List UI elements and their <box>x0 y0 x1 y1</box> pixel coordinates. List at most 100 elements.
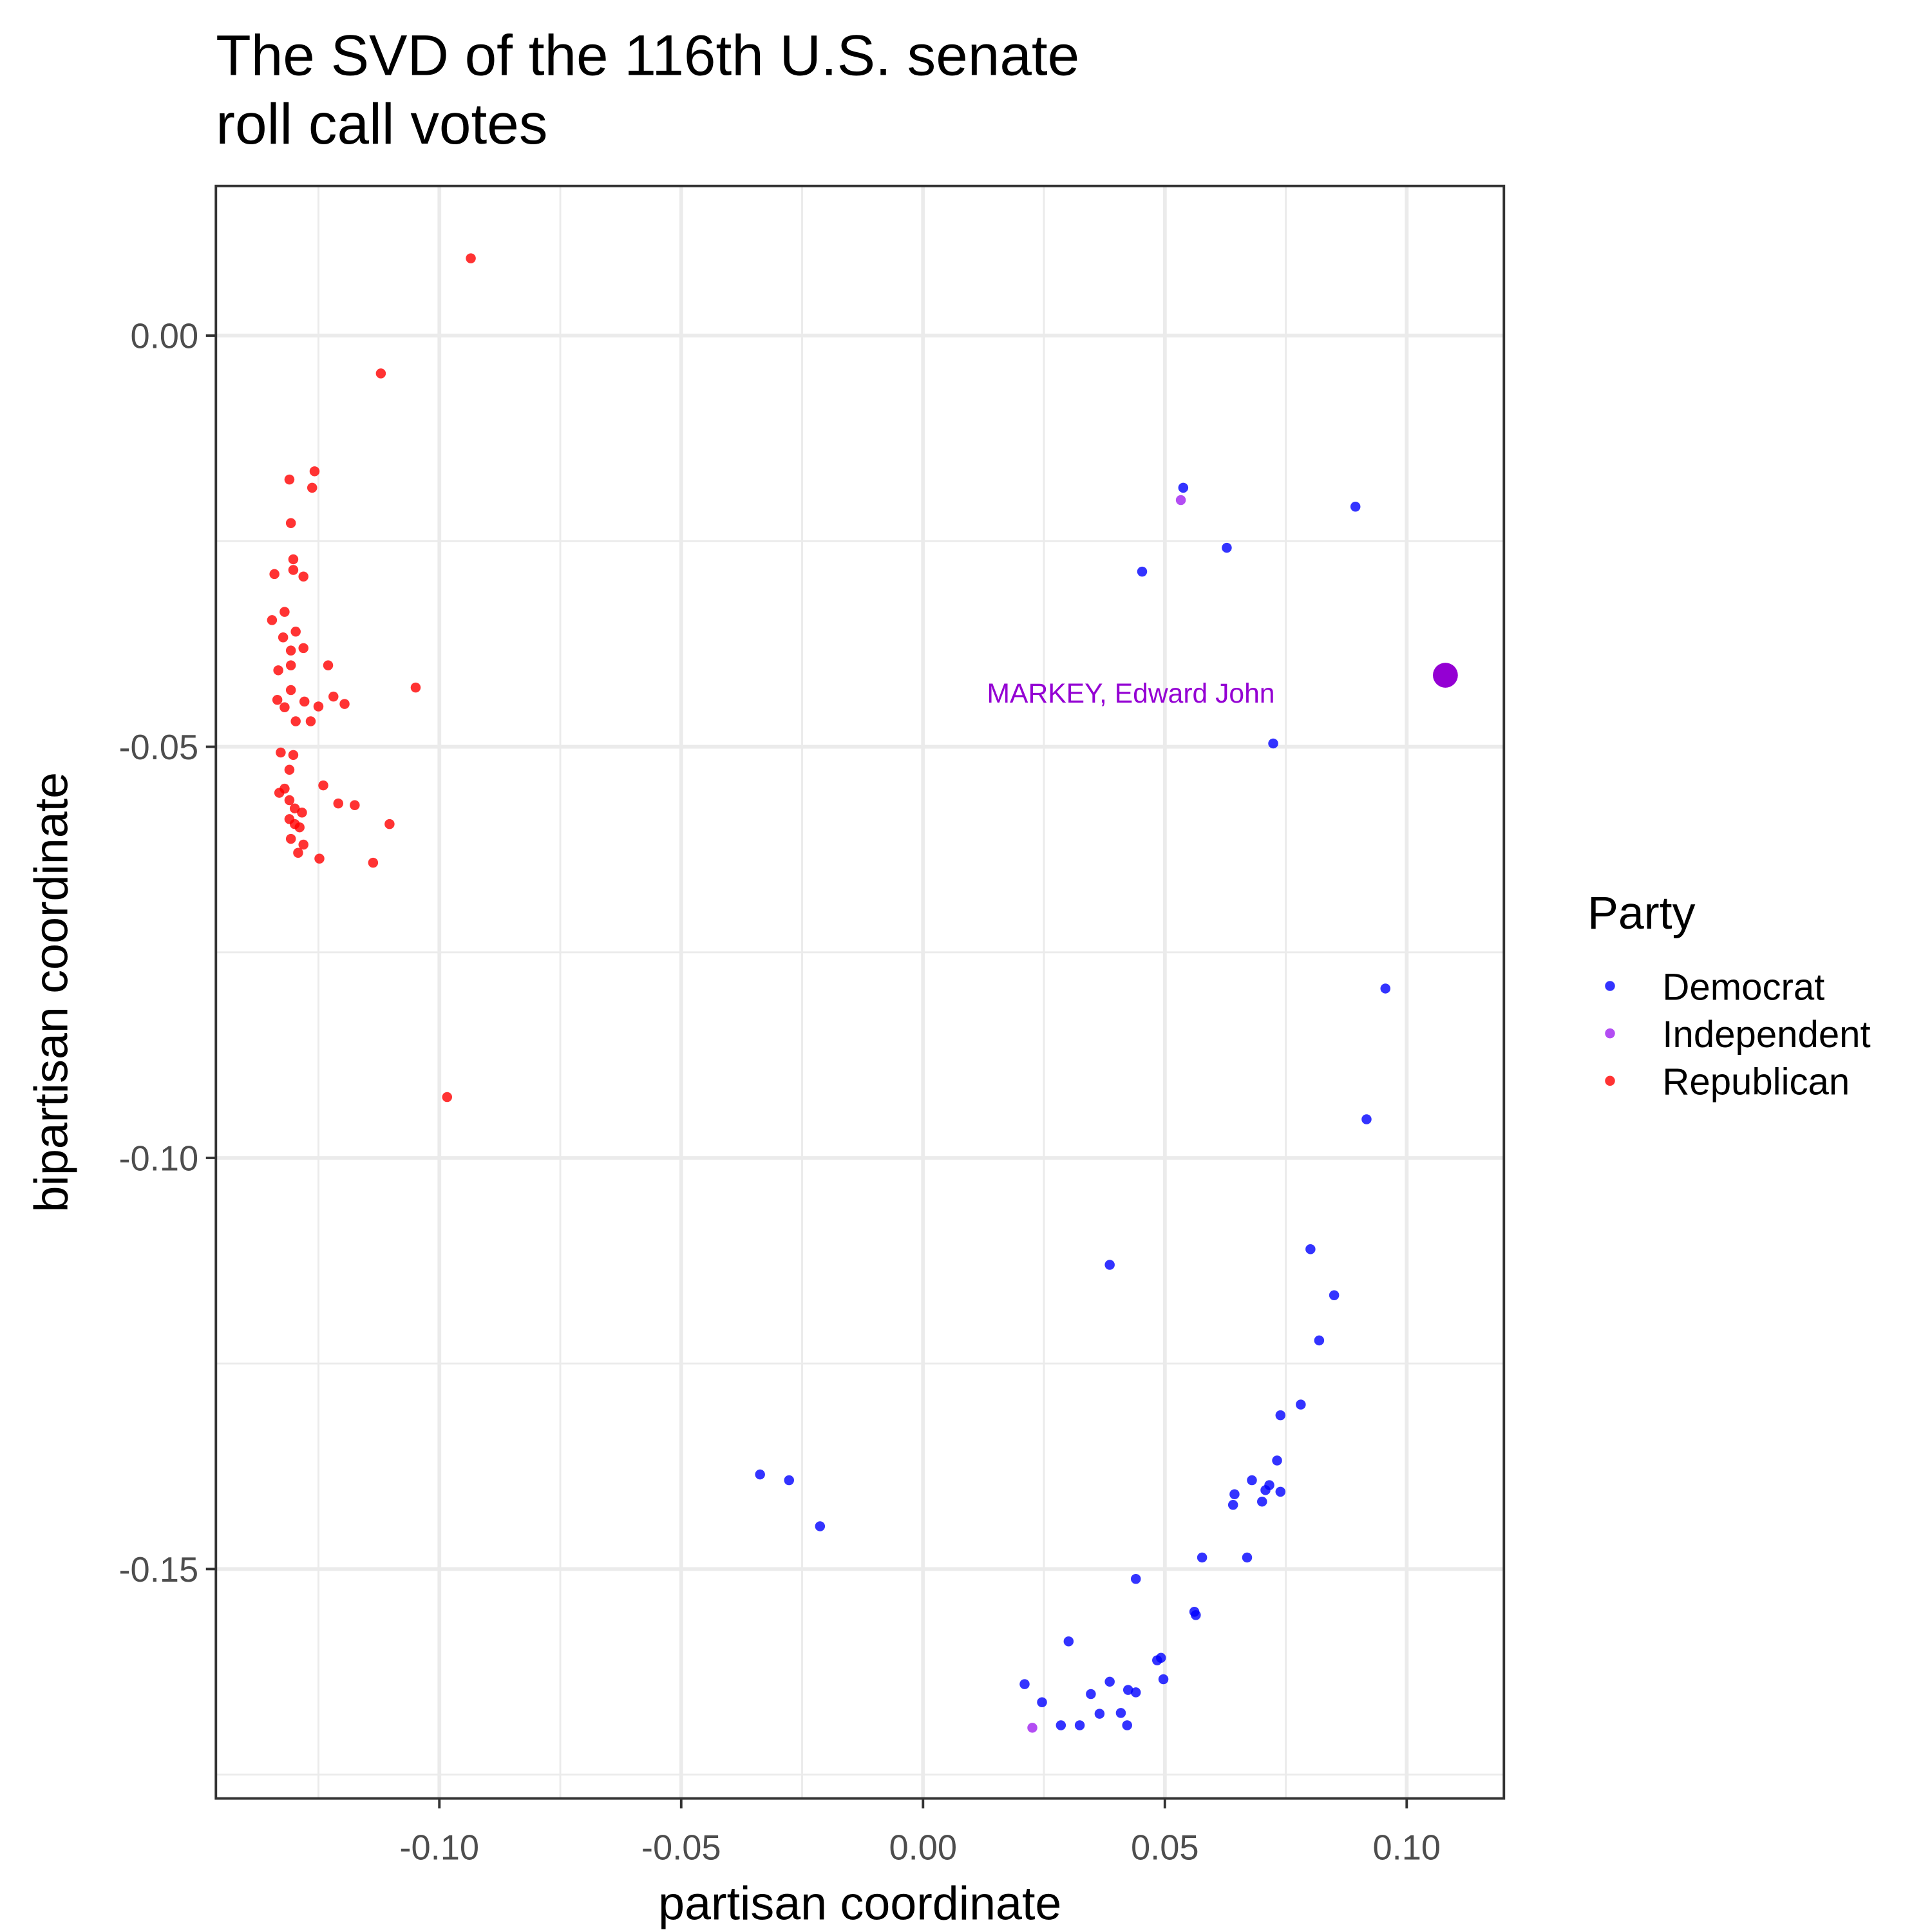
point <box>299 696 310 707</box>
point <box>1229 1489 1240 1499</box>
legend-label: Republican <box>1662 1061 1850 1103</box>
point <box>1350 501 1361 512</box>
point <box>284 474 295 485</box>
y-axis-label: bipartisan coordinate <box>24 772 78 1213</box>
point <box>276 747 286 758</box>
point <box>1275 1486 1286 1497</box>
point <box>1296 1399 1306 1410</box>
point <box>1137 566 1148 577</box>
point <box>339 699 350 709</box>
y-tick-label: 0.00 <box>131 317 199 356</box>
point <box>1314 1335 1325 1346</box>
point <box>1122 1720 1132 1730</box>
point <box>290 716 301 726</box>
point <box>309 466 320 477</box>
point <box>285 645 296 656</box>
point <box>815 1521 826 1531</box>
point <box>1056 1720 1066 1730</box>
legend-key <box>1605 1075 1615 1086</box>
point <box>328 691 339 702</box>
point <box>1037 1697 1047 1707</box>
x-tick-label: -0.05 <box>641 1829 721 1868</box>
point <box>1257 1496 1267 1507</box>
point <box>1260 1485 1271 1495</box>
point <box>466 253 476 263</box>
point <box>285 833 296 844</box>
point <box>269 569 279 580</box>
point <box>784 1475 794 1486</box>
point <box>290 627 301 637</box>
point <box>1272 1455 1282 1466</box>
legend-key <box>1605 981 1615 991</box>
chart-title: The SVD of the 116th U.S. senate <box>216 23 1079 87</box>
point <box>314 853 325 864</box>
point <box>288 565 299 575</box>
point <box>278 632 289 643</box>
point <box>1122 1685 1133 1695</box>
x-tick-label: 0.10 <box>1373 1829 1441 1868</box>
point <box>305 716 316 726</box>
point <box>323 660 334 670</box>
point <box>288 750 299 761</box>
point <box>313 701 324 712</box>
point <box>1380 983 1391 994</box>
point <box>274 788 285 798</box>
point <box>375 368 386 379</box>
point <box>284 795 295 806</box>
point <box>272 695 283 705</box>
point <box>1242 1552 1253 1563</box>
legend-label: Independent <box>1662 1014 1870 1056</box>
point <box>279 607 290 617</box>
legend-key <box>1605 1028 1615 1039</box>
point <box>755 1469 765 1480</box>
y-tick-label: -0.10 <box>118 1139 198 1178</box>
point <box>285 685 296 696</box>
point <box>298 839 308 850</box>
point <box>1104 1260 1115 1270</box>
point <box>285 518 296 529</box>
point <box>298 571 308 582</box>
point <box>350 800 360 810</box>
point <box>1305 1244 1316 1255</box>
point <box>1222 542 1232 553</box>
point <box>1275 1410 1286 1421</box>
x-tick-label: -0.10 <box>399 1829 479 1868</box>
point <box>442 1092 453 1103</box>
point <box>1329 1290 1340 1300</box>
point <box>288 554 299 565</box>
chart-title: roll call votes <box>216 91 547 156</box>
point <box>1268 738 1278 749</box>
y-tick-label: -0.15 <box>118 1551 198 1589</box>
point <box>1227 1500 1238 1510</box>
point <box>1094 1709 1105 1719</box>
legend-title: Party <box>1587 887 1695 939</box>
highlight-point <box>1433 663 1458 688</box>
x-axis-label: partisan coordinate <box>658 1877 1061 1930</box>
point <box>285 660 296 670</box>
point <box>307 482 317 493</box>
point <box>1086 1689 1096 1700</box>
point <box>293 848 303 858</box>
x-tick-label: 0.00 <box>889 1829 957 1868</box>
point <box>1191 1610 1201 1620</box>
point <box>273 665 283 676</box>
point <box>289 803 300 814</box>
plot-border <box>214 184 1506 1800</box>
point <box>1175 495 1186 506</box>
point <box>1130 1573 1141 1584</box>
point <box>1158 1674 1169 1685</box>
point <box>284 764 295 775</box>
point <box>333 798 344 809</box>
point <box>1074 1720 1085 1730</box>
legend-label: Democrat <box>1662 966 1824 1008</box>
point <box>1178 482 1189 493</box>
point <box>1361 1114 1372 1124</box>
point <box>1063 1636 1074 1647</box>
point <box>267 615 278 625</box>
point <box>1197 1552 1208 1563</box>
point <box>294 822 305 833</box>
highlight-label: MARKEY, Edward John <box>987 678 1275 709</box>
x-tick-label: 0.05 <box>1131 1829 1199 1868</box>
